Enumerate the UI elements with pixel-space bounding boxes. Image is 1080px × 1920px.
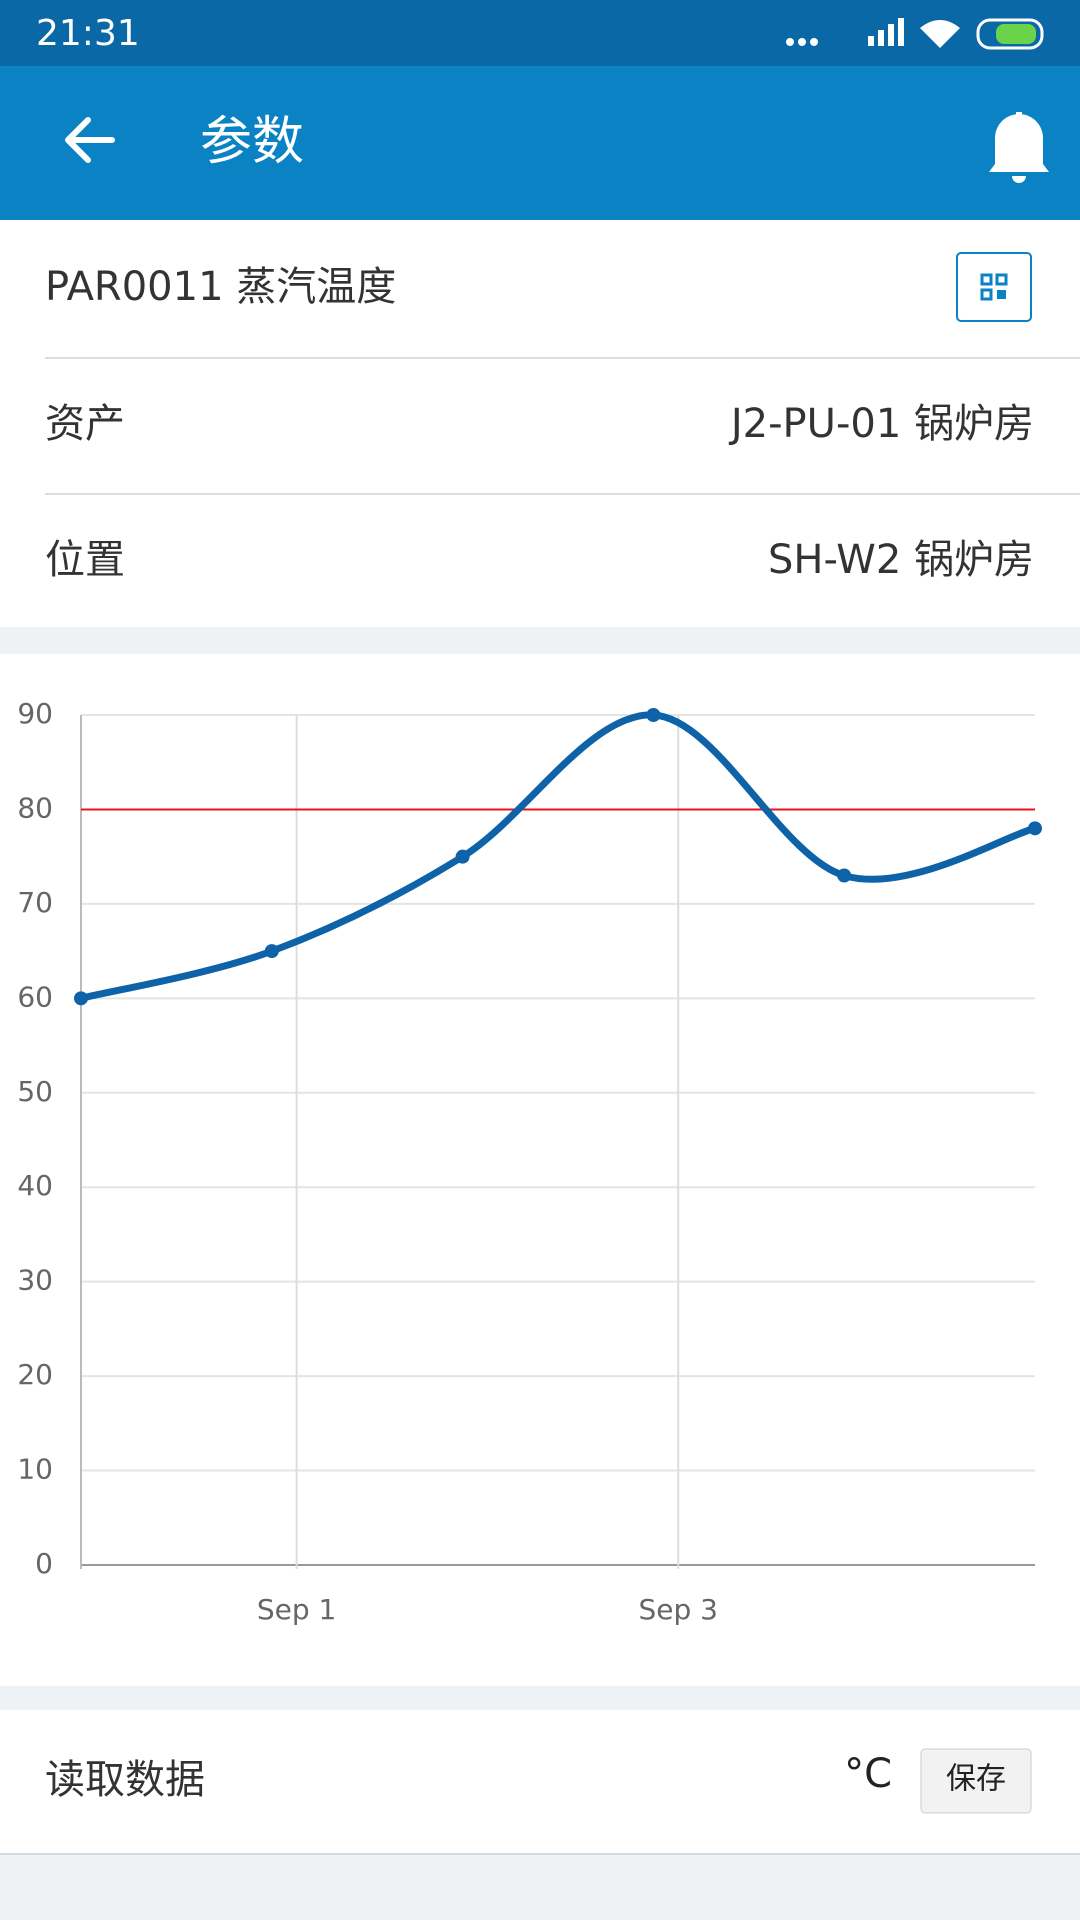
save-button[interactable]: 保存 <box>920 1748 1032 1814</box>
chart-card <box>0 654 1080 1686</box>
y-tick-label: 50 <box>17 1075 53 1108</box>
y-tick-label: 40 <box>17 1169 53 1202</box>
data-line <box>77 711 1039 1002</box>
y-tick-label: 80 <box>17 791 53 824</box>
field-label: 资产 <box>45 401 125 447</box>
info-card <box>0 220 1080 627</box>
y-tick-label: 60 <box>17 980 53 1013</box>
qr-button[interactable] <box>956 252 1032 322</box>
field-value: J2-PU-01 锅炉房 <box>728 401 1034 447</box>
reading-label: 读取数据 <box>45 1757 205 1803</box>
y-tick-label: 20 <box>17 1358 53 1391</box>
data-point <box>837 868 852 883</box>
status-icons <box>786 18 1044 50</box>
save-label: 保存 <box>946 1762 1006 1797</box>
notification-bell[interactable] <box>989 112 1049 183</box>
parameter-name: PAR0011 蒸汽温度 <box>45 264 396 310</box>
data-point <box>455 849 470 864</box>
status-bar <box>0 0 1080 66</box>
app-title: 参数 <box>200 112 304 172</box>
y-tick-label: 90 <box>17 697 53 730</box>
field-value: SH-W2 锅炉房 <box>768 537 1034 583</box>
y-tick-label: 70 <box>17 886 53 919</box>
field-label: 位置 <box>45 537 125 583</box>
app-bar <box>0 66 1080 220</box>
data-point <box>74 991 88 1006</box>
reading-row <box>0 1710 1080 1853</box>
x-tick-label: Sep 1 <box>257 1593 337 1626</box>
data-point <box>646 708 661 722</box>
back-button[interactable] <box>65 117 115 163</box>
y-tick-label: 0 <box>35 1547 53 1580</box>
x-tick-label: Sep 3 <box>638 1593 718 1626</box>
unit: °C <box>844 1751 892 1797</box>
status-time: 21:31 <box>36 13 140 54</box>
data-point <box>1028 821 1042 836</box>
y-tick-label: 30 <box>17 1264 53 1297</box>
chart: 0 10 20 30 40 50 60 70 80 90 Sep 1 Sep 3 <box>17 697 1042 1626</box>
data-point <box>264 944 279 959</box>
y-tick-label: 10 <box>17 1453 53 1486</box>
